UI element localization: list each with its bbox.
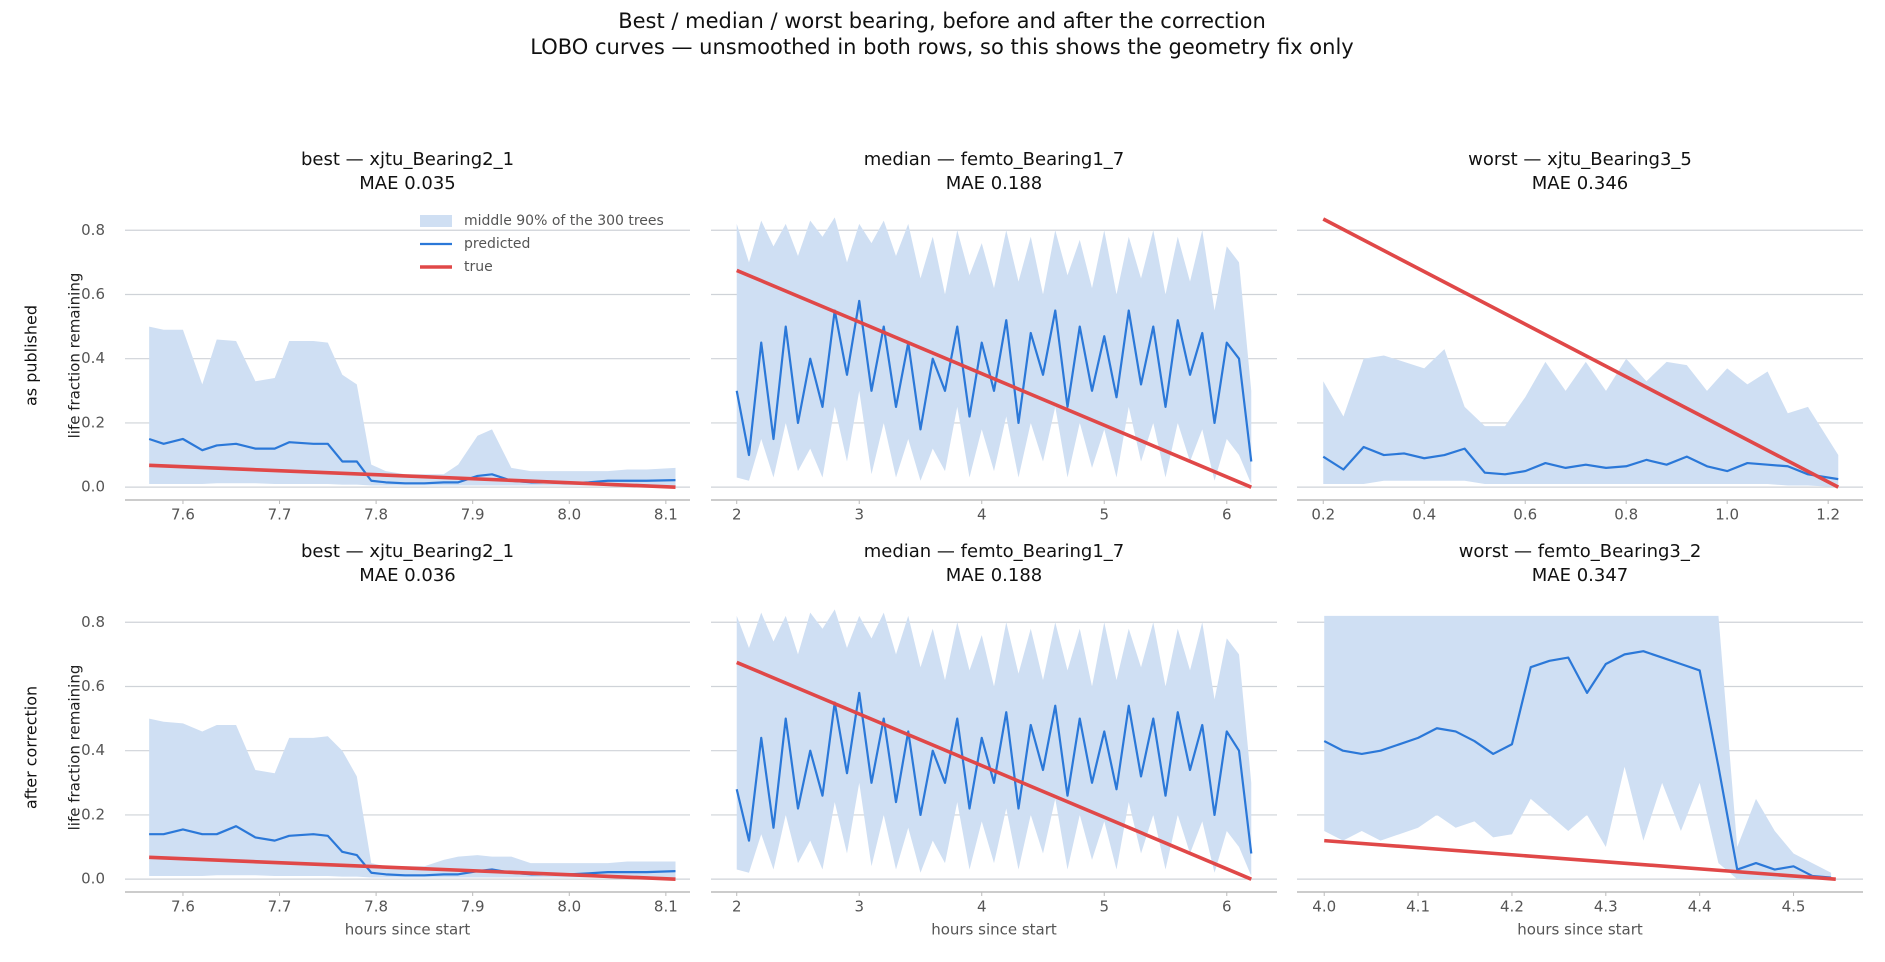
x-tick-label: 1.0 xyxy=(1715,506,1739,524)
line xyxy=(735,299,1253,462)
band xyxy=(149,718,676,878)
band xyxy=(736,609,1252,876)
y-axis-label: life fraction remaining xyxy=(66,273,84,439)
panel-title: worst — xjtu_Bearing3_5 xyxy=(1468,149,1692,170)
line xyxy=(149,463,676,489)
x-tick-label: 7.6 xyxy=(171,898,195,916)
line xyxy=(1323,650,1832,879)
panel-title: best — xjtu_Bearing2_1 xyxy=(301,541,514,562)
x-tick-label: 1.2 xyxy=(1816,506,1840,524)
legend-label: true xyxy=(464,259,493,275)
row-label: after correction xyxy=(22,686,41,809)
panel: worst — xjtu_Bearing3_5 MAE 0.346 0.2 0.4 0.… xyxy=(1297,149,1863,524)
x-tick-label: 7.9 xyxy=(461,898,485,916)
x-tick-label: 8.1 xyxy=(654,506,678,524)
x-tick-label: 7.8 xyxy=(364,506,388,524)
x-tick-label: 7.9 xyxy=(461,506,485,524)
x-tick-label: 8.0 xyxy=(557,506,581,524)
x-tick-label: 4 xyxy=(977,898,987,916)
y-tick-label: 0.6 xyxy=(81,285,105,303)
line xyxy=(735,691,1253,854)
line xyxy=(736,660,1252,881)
y-axis-label: life fraction remaining xyxy=(66,665,84,831)
x-axis-label: hours since start xyxy=(345,921,471,939)
panel: worst — femto_Bearing3_2 MAE 0.347 4.0 4.1 4… xyxy=(1297,541,1863,939)
x-tick-label: 4 xyxy=(977,506,987,524)
line xyxy=(736,268,1252,489)
legend-label: predicted xyxy=(464,236,530,252)
panel: median — femto_Bearing1_7 MAE 0.188 2 3 4 5 6 xyxy=(711,149,1277,524)
panel-title: median — femto_Bearing1_7 xyxy=(864,541,1125,562)
x-tick-label: 2 xyxy=(732,898,742,916)
x-tick-label: 6 xyxy=(1222,898,1232,916)
x-tick-label: 5 xyxy=(1099,898,1109,916)
x-tick-label: 0.2 xyxy=(1311,506,1335,524)
x-tick-label: 0.6 xyxy=(1513,506,1537,524)
x-tick-label: 4.4 xyxy=(1688,898,1712,916)
panel-title: best — xjtu_Bearing2_1 xyxy=(301,149,514,170)
panel-subtitle: MAE 0.036 xyxy=(359,565,455,586)
panel-subtitle: MAE 0.035 xyxy=(359,173,455,194)
x-tick-label: 8.1 xyxy=(654,898,678,916)
x-axis-label: hours since start xyxy=(1517,921,1643,939)
x-tick-label: 5 xyxy=(1099,506,1109,524)
panel-title: median — femto_Bearing1_7 xyxy=(864,149,1125,170)
x-tick-label: 4.5 xyxy=(1782,898,1806,916)
panel: median — femto_Bearing1_7 MAE 0.188 2 3 4 5 6 h… xyxy=(711,541,1277,939)
x-axis-label: hours since start xyxy=(931,921,1057,939)
row-label: as published xyxy=(22,305,41,406)
band xyxy=(736,217,1252,484)
figure-title: Best / median / worst bearing, before an… xyxy=(618,9,1266,33)
x-tick-label: 4.3 xyxy=(1594,898,1618,916)
x-tick-label: 4.1 xyxy=(1406,898,1430,916)
x-tick-label: 3 xyxy=(854,506,864,524)
y-tick-label: 0.4 xyxy=(81,349,105,367)
panel-subtitle: MAE 0.188 xyxy=(946,565,1042,586)
panel-title: worst — femto_Bearing3_2 xyxy=(1459,541,1702,562)
y-tick-label: 0.2 xyxy=(81,413,105,431)
y-tick-label: 0.6 xyxy=(81,677,105,695)
x-tick-label: 8.0 xyxy=(557,898,581,916)
x-tick-label: 6 xyxy=(1222,506,1232,524)
panel: best — xjtu_Bearing2_1 MAE 0.036 0.0 0.2 0.4… xyxy=(66,541,690,939)
legend-label: middle 90% of the 300 trees xyxy=(464,213,664,229)
legend-swatch xyxy=(420,215,452,227)
x-tick-label: 0.4 xyxy=(1412,506,1436,524)
line xyxy=(1322,445,1839,481)
x-tick-label: 7.7 xyxy=(268,506,292,524)
figure-subtitle: LOBO curves — unsmoothed in both rows, s… xyxy=(530,35,1353,59)
y-tick-label: 0.8 xyxy=(81,221,105,239)
y-tick-label: 0.0 xyxy=(81,478,105,496)
x-tick-label: 3 xyxy=(854,898,864,916)
y-tick-label: 0.4 xyxy=(81,741,105,759)
panel-subtitle: MAE 0.188 xyxy=(946,173,1042,194)
panel-subtitle: MAE 0.346 xyxy=(1532,173,1628,194)
x-tick-label: 7.8 xyxy=(364,898,388,916)
x-tick-label: 0.8 xyxy=(1614,506,1638,524)
line xyxy=(1324,838,1836,881)
y-tick-label: 0.0 xyxy=(81,870,105,888)
panel: best — xjtu_Bearing2_1 MAE 0.035 0.0 0.2 0.4… xyxy=(66,149,690,524)
x-tick-label: 4.0 xyxy=(1312,898,1336,916)
line xyxy=(1322,217,1840,489)
band xyxy=(149,326,676,486)
x-tick-label: 2 xyxy=(732,506,742,524)
band xyxy=(1324,615,1832,880)
x-tick-label: 7.6 xyxy=(171,506,195,524)
panel-subtitle: MAE 0.347 xyxy=(1532,565,1628,586)
y-tick-label: 0.2 xyxy=(81,805,105,823)
x-tick-label: 7.7 xyxy=(268,898,292,916)
line xyxy=(149,855,676,881)
y-tick-label: 0.8 xyxy=(81,613,105,631)
x-tick-label: 4.2 xyxy=(1500,898,1524,916)
